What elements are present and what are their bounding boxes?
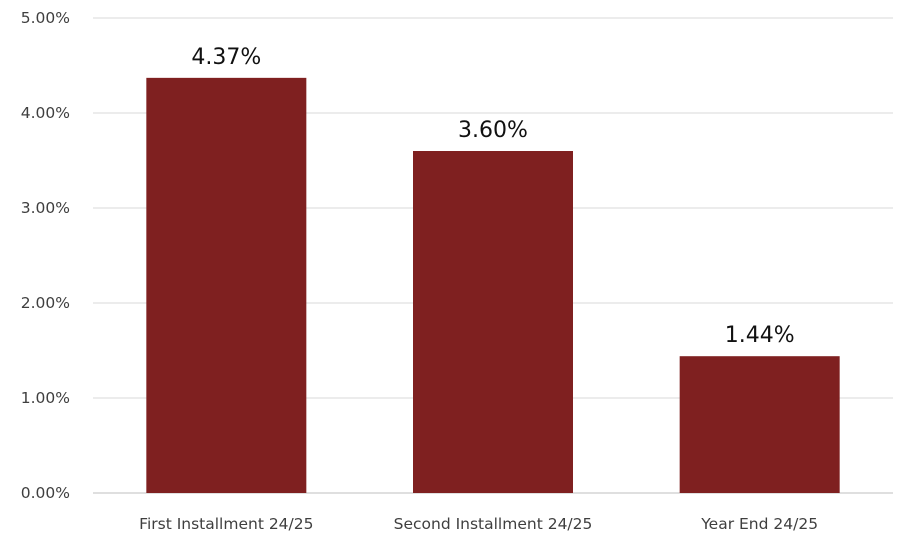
y-tick-label: 1.00% <box>21 389 70 407</box>
y-axis-tick-labels: 0.00% 1.00% 2.00% 3.00% 4.00% 5.00% <box>21 9 70 502</box>
data-label: 1.44% <box>725 323 795 348</box>
data-labels: 4.37% 3.60% 1.44% <box>191 45 794 348</box>
x-category-label: Year End 24/25 <box>700 515 818 533</box>
data-label: 3.60% <box>458 118 528 143</box>
bars <box>146 77 840 493</box>
y-tick-label: 2.00% <box>21 294 70 312</box>
y-tick-label: 5.00% <box>21 9 70 27</box>
bar <box>146 77 307 493</box>
y-tick-label: 0.00% <box>21 484 70 502</box>
y-tick-label: 3.00% <box>21 199 70 217</box>
x-category-label: First Installment 24/25 <box>139 515 313 533</box>
bar <box>413 151 573 493</box>
x-axis-category-labels: First Installment 24/25 Second Installmen… <box>139 515 818 533</box>
data-label: 4.37% <box>191 45 261 70</box>
x-category-label: Second Installment 24/25 <box>394 515 593 533</box>
bar <box>679 356 840 493</box>
y-tick-label: 4.00% <box>21 104 70 122</box>
